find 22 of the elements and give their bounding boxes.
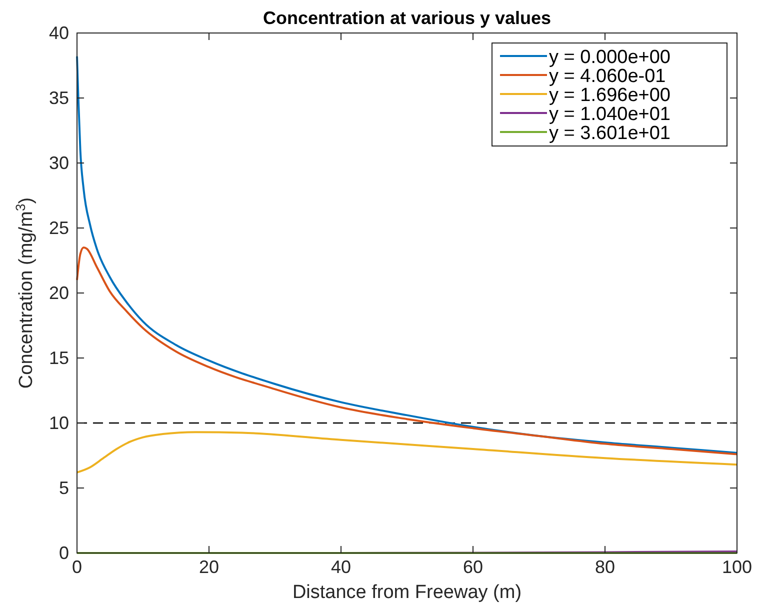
x-tick-label: 0 bbox=[72, 557, 82, 577]
legend-label: y = 1.040e+01 bbox=[549, 104, 670, 125]
y-tick-label: 15 bbox=[48, 348, 69, 368]
legend-label: y = 1.696e+00 bbox=[549, 85, 670, 106]
x-tick-label: 100 bbox=[722, 557, 752, 577]
legend-label: y = 4.060e-01 bbox=[549, 66, 666, 87]
y-tick-label: 5 bbox=[58, 478, 69, 498]
x-axis-title: Distance from Freeway (m) bbox=[292, 582, 522, 603]
x-tick-label: 60 bbox=[462, 557, 484, 577]
legend-label: y = 0.000e+00 bbox=[549, 47, 670, 68]
y-tick-label: 25 bbox=[48, 218, 69, 238]
y-tick-label: 40 bbox=[48, 23, 69, 43]
chart-title: Concentration at various y values bbox=[262, 8, 552, 28]
y-tick-label: 20 bbox=[48, 283, 69, 303]
legend-label: y = 3.601e+01 bbox=[549, 123, 670, 144]
x-tick-label: 20 bbox=[198, 557, 220, 577]
x-tick-label: 80 bbox=[594, 557, 616, 577]
y-tick-label: 35 bbox=[48, 88, 69, 108]
y-tick-label: 10 bbox=[48, 413, 69, 433]
y-tick-label: 0 bbox=[58, 543, 69, 563]
y-tick-label: 30 bbox=[48, 153, 69, 173]
x-tick-label: 40 bbox=[330, 557, 352, 577]
